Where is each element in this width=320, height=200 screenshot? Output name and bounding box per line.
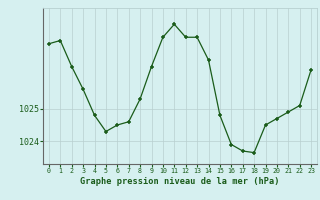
X-axis label: Graphe pression niveau de la mer (hPa): Graphe pression niveau de la mer (hPa) (80, 177, 280, 186)
